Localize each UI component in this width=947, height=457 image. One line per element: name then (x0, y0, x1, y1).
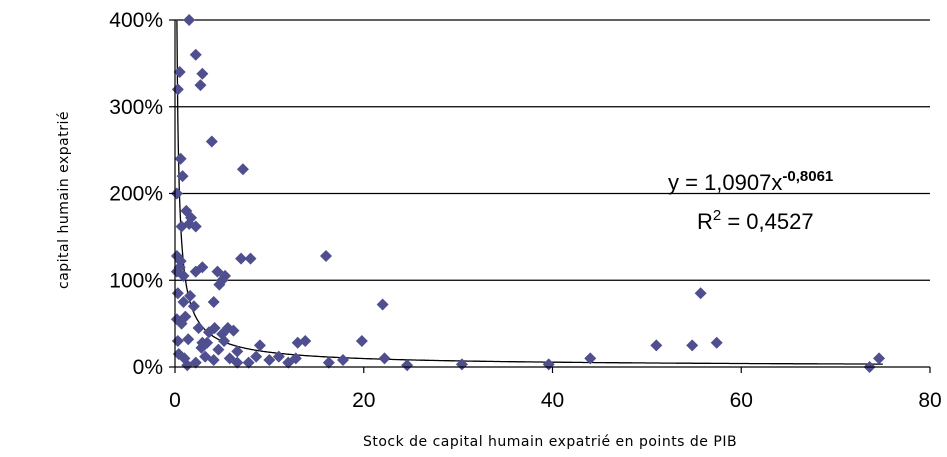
data-point (192, 321, 205, 334)
data-point (187, 300, 200, 313)
r-squared-label: R2 = 0,4527 (697, 207, 814, 234)
data-point (189, 48, 202, 61)
data-point (227, 324, 240, 337)
y-tick-label: 0% (133, 356, 163, 379)
data-point (182, 333, 195, 346)
data-point (686, 339, 699, 352)
data-point (213, 278, 226, 291)
data-point (650, 339, 663, 352)
data-point (208, 321, 221, 334)
data-point (299, 334, 312, 347)
data-point (231, 345, 244, 358)
data-point (196, 67, 209, 80)
data-point (196, 261, 209, 274)
data-point (207, 295, 220, 308)
data-point (272, 350, 285, 363)
data-point (173, 261, 186, 274)
data-point (174, 152, 187, 165)
data-point (401, 359, 414, 372)
data-point (231, 356, 244, 369)
data-point (873, 352, 886, 365)
x-tick-label: 60 (730, 389, 753, 412)
data-point (289, 352, 302, 365)
data-point (175, 220, 188, 233)
equation-base: y = 1,0907x (668, 170, 782, 195)
data-point (177, 269, 190, 282)
x-tick-label: 40 (541, 389, 564, 412)
data-point (235, 252, 248, 265)
data-point (250, 350, 263, 363)
data-point (177, 295, 190, 308)
x-tick-label: 0 (169, 389, 181, 412)
r-squared-value: = 0,4527 (721, 209, 813, 234)
data-point (322, 356, 335, 369)
axes (169, 19, 931, 373)
data-point (694, 287, 707, 300)
data-point (378, 352, 391, 365)
r-squared-sup: 2 (713, 207, 721, 224)
data-point (320, 249, 332, 262)
tick-labels: 0% 100% 200% 300% 400% 0 20 40 60 80 (109, 9, 941, 412)
data-point (242, 356, 255, 369)
r-squared-prefix: R (697, 209, 713, 234)
x-axis-label: Stock de capital humain expatrié en poin… (363, 434, 737, 450)
x-tick-label: 80 (918, 389, 941, 412)
data-point (170, 187, 183, 200)
data-point (173, 66, 186, 79)
data-point (181, 359, 194, 372)
equation-exponent: -0,8061 (782, 168, 833, 185)
data-point (176, 170, 189, 183)
y-tick-label: 300% (109, 96, 163, 119)
data-point (219, 269, 232, 282)
y-tick-label: 200% (109, 183, 163, 206)
data-point (584, 352, 597, 365)
data-point (205, 135, 218, 148)
data-point (212, 343, 225, 356)
y-tick-label: 100% (109, 269, 163, 292)
data-point (196, 336, 209, 349)
y-axis-label: capital humain expatrié (56, 111, 72, 289)
gridlines (175, 19, 930, 281)
data-point (184, 289, 197, 302)
data-point (189, 220, 202, 233)
data-point (336, 354, 349, 367)
data-point (376, 298, 389, 311)
data-point (179, 310, 192, 323)
data-point (218, 334, 231, 347)
data-point (185, 211, 198, 224)
data-point (194, 79, 207, 92)
data-point (263, 354, 276, 367)
trendline-equation: y = 1,0907x-0,8061 (668, 168, 833, 195)
data-point (253, 339, 266, 352)
data-point (236, 163, 249, 176)
data-point (355, 334, 368, 347)
y-tick-label: 400% (109, 9, 163, 32)
data-point (710, 336, 723, 349)
data-point (183, 14, 196, 26)
x-tick-label: 20 (352, 389, 375, 412)
data-point (207, 354, 220, 367)
data-point (244, 252, 257, 265)
